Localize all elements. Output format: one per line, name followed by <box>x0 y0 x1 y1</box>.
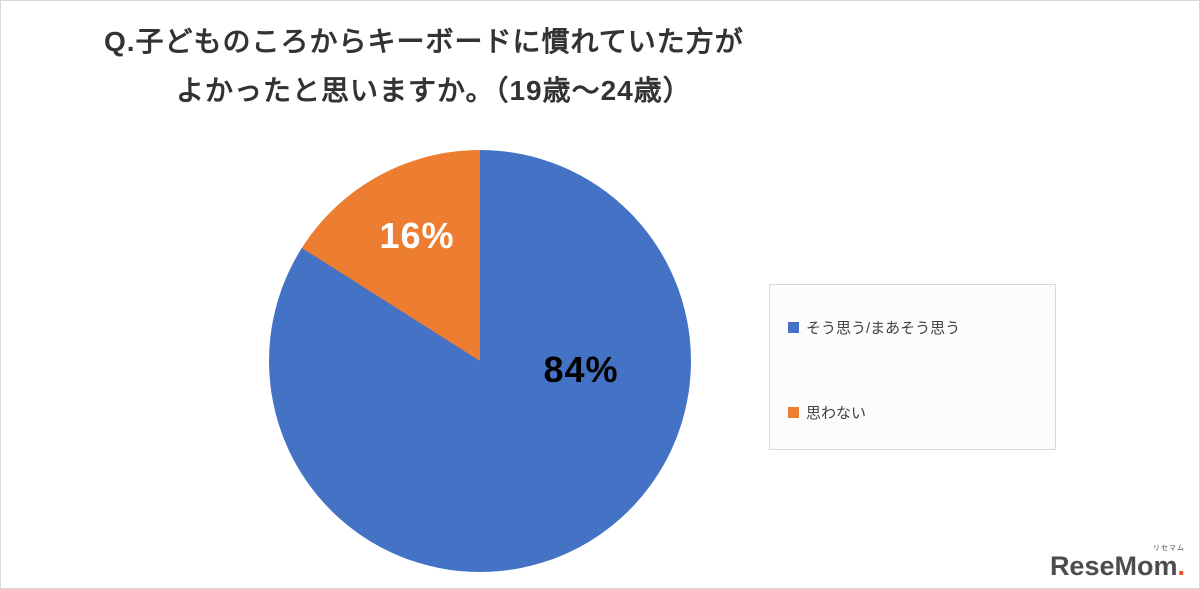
legend-item-disagree: 思わない <box>788 402 866 423</box>
legend-swatch-disagree <box>788 407 799 418</box>
pie-chart: 84% 16% <box>269 150 691 572</box>
legend-item-agree: そう思う/まあそう思う <box>788 317 960 338</box>
resemom-logo: リセマム ReseMom. <box>1050 545 1185 580</box>
resemom-logo-small-text: リセマム <box>1153 545 1185 552</box>
legend-label-disagree: 思わない <box>806 405 867 422</box>
resemom-logo-text: ReseMom <box>1049 551 1178 581</box>
legend-label-agree: そう思う/まあそう思う <box>806 320 961 337</box>
legend-swatch-agree <box>788 322 799 333</box>
pie <box>269 150 691 572</box>
chart-title-line1: Q.子どものころからキーボードに慣れていた方が <box>104 26 744 57</box>
chart-title-line2: よかったと思いますか。（19歳〜24歳） <box>176 75 692 106</box>
pie-label-disagree: 16% <box>379 215 455 256</box>
legend: そう思う/まあそう思う 思わない <box>769 284 1056 450</box>
pie-label-agree: 84% <box>543 349 619 390</box>
chart-title: Q.子どものころからキーボードに慣れていた方が よかったと思いますか。（19歳〜… <box>104 17 744 115</box>
resemom-logo-dot: . <box>1177 551 1185 581</box>
